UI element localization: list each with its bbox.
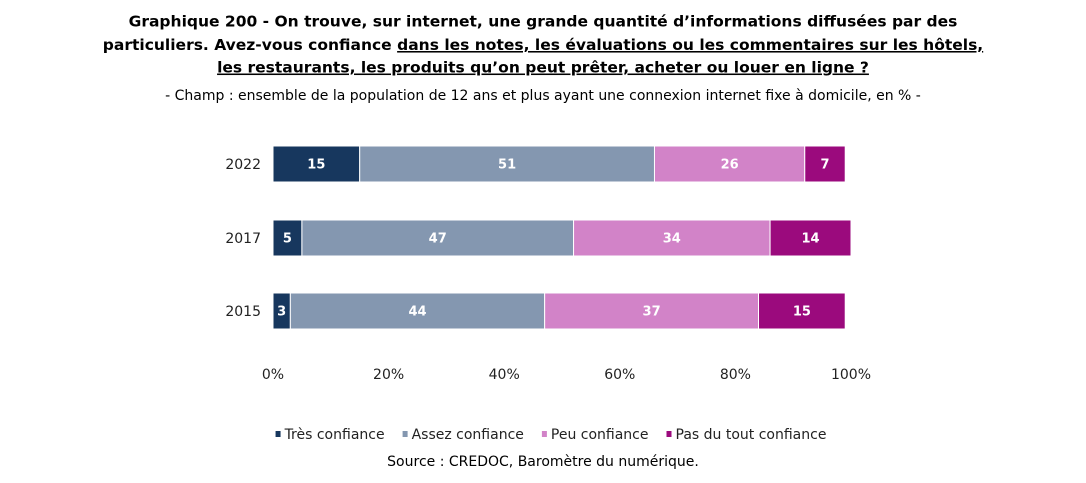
- legend-label: Très confiance: [284, 427, 385, 443]
- data-label: 51: [498, 158, 516, 173]
- chart-title: dans les notes, les évaluations ou les c…: [397, 36, 983, 54]
- bar-segment: [758, 292, 846, 330]
- data-label: 3: [277, 305, 286, 320]
- bar-segment: [573, 219, 771, 257]
- y-tick-label: 2017: [225, 231, 261, 247]
- chart-subtitle: - Champ : ensemble de la population de 1…: [165, 88, 921, 104]
- x-tick-label: 20%: [373, 367, 404, 383]
- bar-segment: [769, 219, 852, 257]
- legend-label: Pas du tout confiance: [676, 427, 827, 443]
- chart-title: particuliers. Avez-vous confiance: [103, 36, 392, 54]
- data-label: 14: [801, 232, 819, 247]
- data-label: 15: [793, 305, 811, 320]
- bar-segment: [272, 145, 361, 183]
- x-tick-label: 80%: [720, 367, 751, 383]
- source: Source : CREDOC, Baromètre du numérique.: [387, 454, 699, 470]
- bar-segment: [301, 219, 575, 257]
- data-label: 26: [721, 158, 739, 173]
- x-tick-label: 40%: [489, 367, 520, 383]
- data-label: 34: [663, 232, 681, 247]
- bar-segment: [544, 292, 760, 330]
- data-label: 44: [408, 305, 426, 320]
- bar-segment: [272, 219, 303, 257]
- bar-segment: [359, 145, 655, 183]
- chart-title: particuliers. Avez-vous confiance dans l…: [103, 36, 983, 54]
- x-tick-label: 60%: [604, 367, 635, 383]
- data-label: 15: [307, 158, 325, 173]
- data-label: 5: [283, 232, 292, 247]
- y-tick-label: 2022: [225, 157, 261, 173]
- legend-marker: [402, 431, 408, 437]
- data-label: 7: [820, 158, 829, 173]
- bar-segment: [653, 145, 806, 183]
- legend-label: Assez confiance: [412, 427, 524, 443]
- chart-title: Graphique 200 - On trouve, sur internet,…: [129, 13, 958, 31]
- x-tick-label: 100%: [831, 367, 871, 383]
- bar-segment: [804, 145, 846, 183]
- legend-marker: [666, 431, 672, 437]
- y-tick-label: 2015: [225, 304, 261, 320]
- data-label: 37: [643, 305, 661, 320]
- data-label: 47: [429, 232, 447, 247]
- legend-marker: [541, 431, 547, 437]
- legend-marker: [275, 431, 281, 437]
- x-tick-label: 0%: [262, 367, 284, 383]
- legend-label: Peu confiance: [551, 427, 649, 443]
- bar-segment: [289, 292, 546, 330]
- chart-title: les restaurants, les produits qu’on peut…: [217, 59, 869, 77]
